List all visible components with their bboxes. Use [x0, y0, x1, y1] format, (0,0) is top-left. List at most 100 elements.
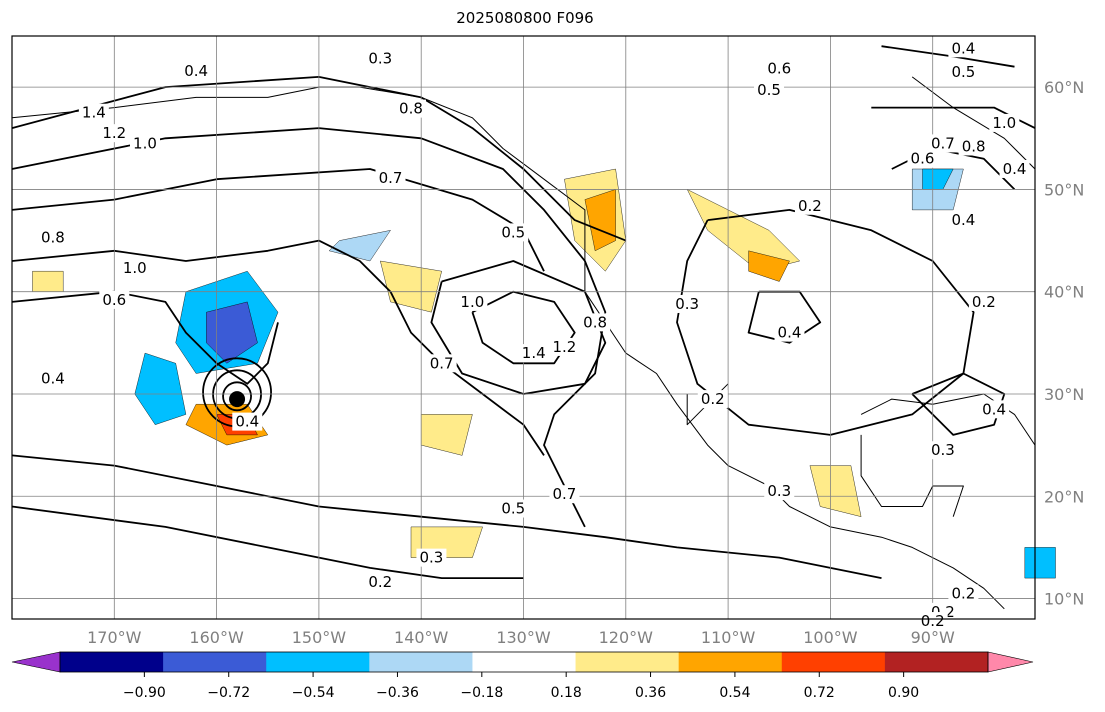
- contour-label: 0.3: [420, 549, 444, 567]
- colorbar-segment: [266, 652, 370, 672]
- contour-label-bg: [99, 290, 130, 309]
- contour-label-bg: [948, 211, 979, 230]
- contour-label-bg: [580, 313, 611, 332]
- contour-label: 0.3: [368, 50, 392, 68]
- contour-label-bg: [968, 292, 999, 311]
- lat-tick-label: 60°N: [1044, 78, 1084, 97]
- contour-label-bg: [457, 292, 488, 311]
- contour-label: 0.5: [501, 223, 525, 241]
- contour-label: 0.6: [911, 150, 935, 168]
- colorbar-tick-label: −0.72: [207, 685, 250, 701]
- contour-label-bg: [764, 482, 795, 501]
- contour-label: 1.2: [552, 338, 576, 356]
- contour-label-bg: [958, 137, 989, 156]
- contour-label: 0.2: [951, 584, 975, 602]
- lon-tick-label: 140°W: [394, 628, 449, 647]
- page-title: 2025080800 F096: [456, 9, 594, 27]
- contour-line: [430, 260, 607, 395]
- colorbar-segment: [472, 652, 577, 672]
- lon-tick-label: 90°W: [911, 628, 955, 647]
- contour-label-bg: [948, 584, 979, 603]
- contour-label-bg: [794, 196, 825, 215]
- positive-anomaly-area: [32, 271, 64, 292]
- colorbar-segment: [163, 652, 267, 672]
- contour-line: [11, 76, 627, 242]
- longitude-ticks: 170°W 160°W 150°W 140°W 130°W 120°W 110°W 100°W…: [87, 628, 955, 647]
- contour-line: [11, 168, 545, 272]
- contour-label: 0.2: [972, 293, 996, 311]
- contour-label-bg: [416, 548, 447, 567]
- colorbar-segment: [60, 652, 164, 672]
- contour-label: 0.6: [102, 291, 126, 309]
- contour-label: 0.4: [184, 62, 208, 80]
- contour-label: 0.4: [951, 39, 975, 57]
- contour-label: 1.0: [123, 259, 147, 277]
- contour-label-bg: [426, 354, 457, 373]
- contour-label-bg: [979, 400, 1010, 419]
- colorbar-segment: [884, 652, 989, 672]
- contour-label-bg: [927, 441, 958, 460]
- lat-tick-label: 40°N: [1044, 283, 1084, 302]
- colorbar-segment: [678, 652, 783, 672]
- anomaly-shading: [32, 168, 1056, 579]
- contour-label: 1.2: [102, 124, 126, 142]
- contour-label-bg: [754, 81, 785, 100]
- latitude-ticks: 60°N 50°N 40°N 30°N 20°N 10°N: [1044, 78, 1084, 608]
- lon-tick-label: 150°W: [292, 628, 347, 647]
- contour-label-bg: [232, 412, 263, 431]
- colorbar-tick-label: 0.18: [551, 685, 582, 701]
- negative-anomaly-area: [328, 230, 391, 262]
- contour-label-bg: [948, 39, 979, 58]
- coastline: [11, 86, 1005, 610]
- contour-label: 0.7: [430, 354, 454, 372]
- positive-anomaly-area: [686, 188, 801, 272]
- colorbar-frame: [59, 651, 989, 673]
- contour-label: 0.4: [235, 413, 259, 431]
- contour-label: 0.4: [778, 324, 802, 342]
- contour-label: 0.2: [368, 573, 392, 591]
- contour-label: 0.4: [41, 370, 65, 388]
- contour-label: 0.8: [583, 313, 607, 331]
- contour-label: 0.2: [798, 197, 822, 215]
- contour-label-bg: [78, 103, 109, 122]
- contour-label-bg: [498, 499, 529, 518]
- coastline: [860, 393, 1036, 446]
- contour-label-bg: [99, 124, 130, 143]
- contour-label: 1.4: [82, 104, 106, 122]
- contour-label: 0.5: [757, 81, 781, 99]
- colorbar-segment: [781, 652, 886, 672]
- colorbar-extend-high: [987, 651, 1034, 673]
- contour-line: [676, 209, 975, 436]
- contour-label: 0.3: [931, 441, 955, 459]
- negative-anomaly-area: [206, 301, 258, 364]
- storm-marker: [229, 391, 246, 408]
- contour-label-bg: [549, 337, 580, 356]
- contour-label-bg: [37, 228, 68, 247]
- contour-label: 0.2: [921, 612, 945, 630]
- colorbar-tick-label: 0.90: [888, 685, 919, 701]
- contour-label-bg: [672, 294, 703, 313]
- contour-label: 0.7: [931, 134, 955, 152]
- contour-line: [11, 127, 607, 528]
- contour-label-bg: [129, 134, 160, 153]
- contour-label-bg: [181, 61, 212, 80]
- contour-label: 1.4: [522, 344, 546, 362]
- contour-label-bg: [697, 390, 728, 409]
- negative-anomaly-area: [1024, 547, 1056, 579]
- contour-label: 0.8: [399, 100, 423, 118]
- colorbar-tick-label: 0.72: [804, 685, 835, 701]
- lon-tick-label: 120°W: [599, 628, 654, 647]
- lon-tick-label: 100°W: [803, 628, 858, 647]
- contour-line: [11, 454, 882, 579]
- contour-label: 1.0: [133, 134, 157, 152]
- contour-label: 0.3: [767, 482, 791, 500]
- colorbar-extend-low: [11, 651, 61, 673]
- contour-label-bg: [119, 259, 150, 278]
- contour-label: 0.8: [962, 137, 986, 155]
- colorbar-tick-label: −0.36: [376, 685, 419, 701]
- contour-label-bg: [395, 99, 426, 118]
- lat-tick-label: 20°N: [1044, 487, 1084, 506]
- lon-tick-label: 160°W: [189, 628, 244, 647]
- colorbar-tick-label: 0.36: [635, 685, 666, 701]
- contour-line: [11, 239, 545, 456]
